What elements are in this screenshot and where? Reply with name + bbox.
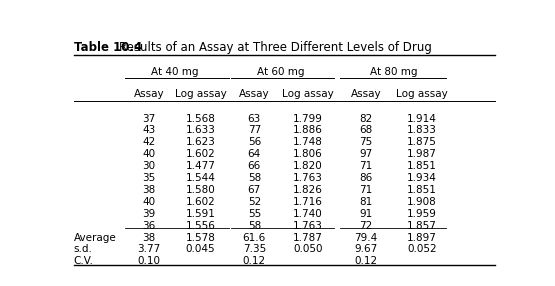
Text: Assay: Assay [351,89,381,99]
Text: 3.77: 3.77 [137,245,160,255]
Text: 1.556: 1.556 [185,221,215,231]
Text: s.d.: s.d. [74,245,93,255]
Text: 1.544: 1.544 [185,173,215,183]
Text: 1.763: 1.763 [293,221,323,231]
Text: 81: 81 [360,197,373,207]
Text: 1.748: 1.748 [293,137,323,147]
Text: 0.12: 0.12 [355,256,378,266]
Text: 1.591: 1.591 [185,209,215,219]
Text: 61.6: 61.6 [243,233,266,243]
Text: C.V.: C.V. [74,256,94,266]
Text: Table 10.4: Table 10.4 [74,41,142,54]
Text: At 60 mg: At 60 mg [258,67,305,77]
Text: 1.851: 1.851 [407,161,437,171]
Text: 9.67: 9.67 [355,245,378,255]
Text: 1.826: 1.826 [293,185,323,195]
Text: 79.4: 79.4 [355,233,378,243]
Text: 1.623: 1.623 [185,137,215,147]
Text: 1.959: 1.959 [407,209,437,219]
Text: 35: 35 [142,173,155,183]
Text: 86: 86 [360,173,373,183]
Text: 38: 38 [142,185,155,195]
Text: 56: 56 [248,137,261,147]
Text: 1.787: 1.787 [293,233,323,243]
Text: Assay: Assay [239,89,270,99]
Text: 66: 66 [248,161,261,171]
Text: 1.897: 1.897 [407,233,437,243]
Text: 1.602: 1.602 [186,197,215,207]
Text: 1.477: 1.477 [185,161,215,171]
Text: Log assay: Log assay [396,89,448,99]
Text: 1.578: 1.578 [185,233,215,243]
Text: 37: 37 [142,114,155,124]
Text: 68: 68 [360,126,373,136]
Text: 1.908: 1.908 [407,197,437,207]
Text: 1.716: 1.716 [293,197,323,207]
Text: At 80 mg: At 80 mg [370,67,418,77]
Text: 30: 30 [143,161,155,171]
Text: 43: 43 [142,126,155,136]
Text: 58: 58 [248,173,261,183]
Text: 1.763: 1.763 [293,173,323,183]
Text: 75: 75 [360,137,373,147]
Text: 72: 72 [360,221,373,231]
Text: Log assay: Log assay [175,89,226,99]
Text: 7.35: 7.35 [243,245,266,255]
Text: 0.10: 0.10 [138,256,160,266]
Text: 55: 55 [248,209,261,219]
Text: Assay: Assay [134,89,164,99]
Text: 63: 63 [248,114,261,124]
Text: Results of an Assay at Three Different Levels of Drug: Results of an Assay at Three Different L… [119,41,432,54]
Text: 1.806: 1.806 [293,149,323,159]
Text: 38: 38 [142,233,155,243]
Text: 42: 42 [142,137,155,147]
Text: 1.934: 1.934 [407,173,437,183]
Text: 1.914: 1.914 [407,114,437,124]
Text: 1.633: 1.633 [185,126,215,136]
Text: 1.875: 1.875 [407,137,437,147]
Text: 0.050: 0.050 [294,245,323,255]
Text: 40: 40 [143,197,155,207]
Text: 52: 52 [248,197,261,207]
Text: 67: 67 [248,185,261,195]
Text: 64: 64 [248,149,261,159]
Text: 1.857: 1.857 [407,221,437,231]
Text: 1.799: 1.799 [293,114,323,124]
Text: 58: 58 [248,221,261,231]
Text: 71: 71 [360,161,373,171]
Text: 1.740: 1.740 [293,209,323,219]
Text: 97: 97 [360,149,373,159]
Text: 1.833: 1.833 [407,126,437,136]
Text: Log assay: Log assay [282,89,334,99]
Text: 1.851: 1.851 [407,185,437,195]
Text: 36: 36 [142,221,155,231]
Text: 91: 91 [360,209,373,219]
Text: 39: 39 [142,209,155,219]
Text: 82: 82 [360,114,373,124]
Text: 1.568: 1.568 [185,114,215,124]
Text: 1.987: 1.987 [407,149,437,159]
Text: 77: 77 [248,126,261,136]
Text: 40: 40 [143,149,155,159]
Text: 0.045: 0.045 [186,245,215,255]
Text: 1.820: 1.820 [293,161,323,171]
Text: 71: 71 [360,185,373,195]
Text: 1.886: 1.886 [293,126,323,136]
Text: 1.602: 1.602 [186,149,215,159]
Text: 1.580: 1.580 [186,185,215,195]
Text: At 40 mg: At 40 mg [151,67,199,77]
Text: Average: Average [74,233,117,243]
Text: 0.052: 0.052 [407,245,437,255]
Text: 0.12: 0.12 [243,256,266,266]
